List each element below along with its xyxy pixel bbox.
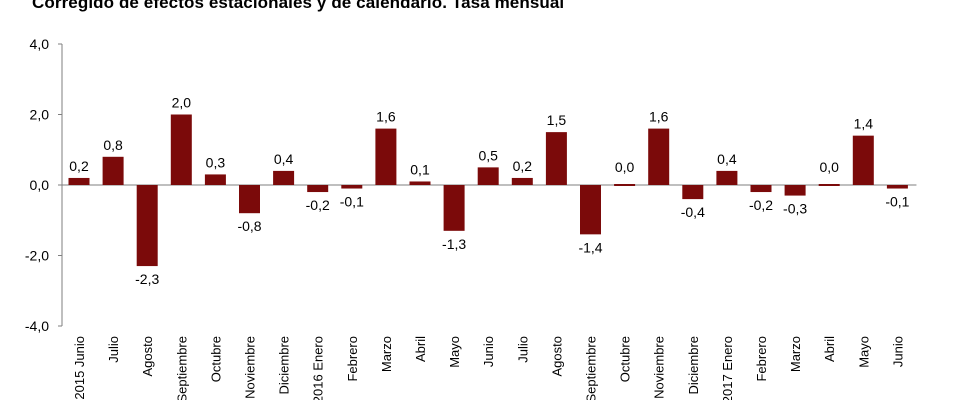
data-label: -0,3 — [783, 201, 807, 217]
data-label: 1,6 — [376, 109, 396, 125]
bar — [511, 177, 533, 185]
data-label: -0,2 — [306, 197, 330, 213]
x-tick-label: Julio — [106, 336, 121, 363]
bar — [784, 185, 806, 196]
x-tick-label: Mayo — [447, 336, 462, 368]
bar — [375, 128, 397, 185]
x-tick-label: Febrero — [754, 336, 769, 382]
bar — [170, 114, 192, 185]
y-tick-label: -4,0 — [25, 318, 49, 334]
bar — [818, 184, 840, 186]
bar — [716, 170, 738, 185]
x-tick-label: Agosto — [549, 336, 564, 376]
y-tick-label: 0,0 — [30, 177, 50, 193]
bar — [341, 185, 363, 189]
x-tick-label: Junio — [890, 336, 905, 367]
data-label: 0,4 — [717, 151, 737, 167]
bar — [614, 184, 636, 186]
x-tick-label: Marzo — [379, 336, 394, 372]
bar — [273, 170, 295, 185]
x-tick-label: 2017 Enero — [720, 336, 735, 400]
bar — [102, 156, 124, 185]
x-tick-label: Octubre — [618, 336, 633, 382]
bar — [477, 167, 499, 185]
chart-data-labels: 0,2 0,8 -2,3 2,0 0,3 -0,8 0,4 -0,2 -0,1 1,6 0,1 -1,… — [69, 95, 909, 288]
data-label: 0,0 — [819, 159, 839, 175]
x-tick-label: Junio — [481, 336, 496, 367]
chart-title: Corregido de efectos estacionales y de c… — [32, 0, 565, 12]
bar — [68, 177, 90, 185]
y-tick-label: 2,0 — [30, 107, 50, 123]
bar — [409, 181, 431, 185]
x-tick-label: Noviembre — [652, 336, 667, 399]
data-label: 2,0 — [172, 95, 192, 111]
data-label: -0,2 — [749, 197, 773, 213]
x-tick-label: Abril — [413, 336, 428, 362]
x-tick-label: Julio — [515, 336, 530, 363]
bar — [545, 132, 567, 185]
data-label: 0,1 — [410, 161, 430, 177]
data-label: 0,4 — [274, 151, 294, 167]
data-label: 1,4 — [854, 116, 874, 132]
bar — [307, 185, 329, 193]
data-label: -0,1 — [340, 194, 364, 210]
y-tick-label: 4,0 — [30, 36, 50, 52]
chart-y-tick-labels: 4,0 2,0 0,0 -2,0 -4,0 — [25, 36, 49, 334]
x-tick-label: Noviembre — [243, 336, 258, 399]
data-label: 0,3 — [206, 154, 226, 170]
x-tick-label: Mayo — [856, 336, 871, 368]
data-label: 1,5 — [547, 112, 567, 128]
x-tick-label: Diciembre — [686, 336, 701, 395]
data-label: -1,3 — [442, 236, 466, 252]
data-label: 0,5 — [478, 147, 498, 163]
x-tick-label: Diciembre — [277, 336, 292, 395]
bar — [136, 185, 158, 267]
bar — [443, 185, 465, 231]
y-tick-label: -2,0 — [25, 248, 49, 264]
data-label: -0,4 — [681, 204, 705, 220]
x-tick-label: Agosto — [140, 336, 155, 376]
x-tick-label: Marzo — [788, 336, 803, 372]
data-label: -2,3 — [135, 271, 159, 287]
bar — [886, 185, 908, 189]
x-tick-label: 2016 Enero — [311, 336, 326, 400]
data-label: -0,8 — [237, 218, 261, 234]
data-label: 0,2 — [513, 158, 533, 174]
data-label: -0,1 — [885, 194, 909, 210]
x-tick-label: Febrero — [345, 336, 360, 382]
bar — [682, 185, 704, 200]
bar — [648, 128, 670, 185]
data-label: 0,2 — [69, 158, 89, 174]
x-tick-label: Octubre — [208, 336, 223, 382]
chart-bars — [68, 114, 908, 267]
x-tick-label: 2015 Junio — [72, 336, 87, 400]
x-tick-label: Septiembre — [584, 336, 599, 400]
bar — [852, 135, 874, 185]
data-label: 0,0 — [615, 159, 635, 175]
chart-x-tick-labels: 2015 Junio Julio Agosto Septiembre Octubre No… — [72, 336, 905, 400]
data-label: 0,8 — [103, 137, 123, 153]
x-tick-label: Abril — [822, 336, 837, 362]
data-label: -1,4 — [578, 239, 602, 255]
x-tick-label: Septiembre — [174, 336, 189, 400]
bar — [750, 185, 772, 193]
bar — [580, 185, 601, 235]
bar — [239, 185, 260, 214]
bar — [204, 174, 226, 185]
data-label: 1,6 — [649, 109, 669, 125]
